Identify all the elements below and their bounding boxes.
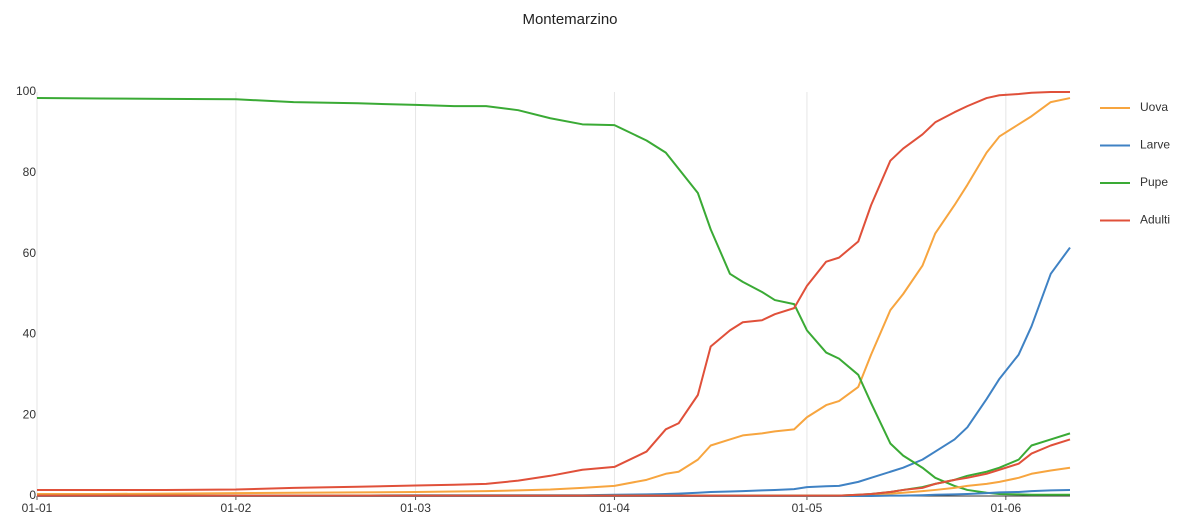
x-tick-label: 01-05 <box>792 501 823 515</box>
x-tick-label: 01-06 <box>990 501 1021 515</box>
chart-title: Montemarzino <box>522 11 617 28</box>
y-tick-label: 80 <box>23 165 37 179</box>
y-tick-label: 20 <box>23 407 37 421</box>
legend-label: Pupe <box>1140 175 1168 189</box>
series-line <box>37 97 1071 495</box>
series-line <box>37 466 1071 497</box>
legend-label: Uova <box>1140 100 1168 114</box>
series-line <box>37 432 1071 497</box>
y-tick-label: 40 <box>23 327 37 341</box>
series-line <box>37 91 1070 491</box>
x-tick-label: 01-04 <box>599 501 630 515</box>
x-tick-label: 01-03 <box>400 501 431 515</box>
y-tick-label: 0 <box>29 488 36 502</box>
x-tick-label: 01-01 <box>22 501 53 515</box>
y-tick-label: 100 <box>16 84 36 98</box>
legend-label: Adulti <box>1140 213 1170 227</box>
legend-label: Larve <box>1140 138 1170 152</box>
y-tick-label: 60 <box>23 246 37 260</box>
series-line <box>37 438 1071 497</box>
x-tick-label: 01-02 <box>221 501 252 515</box>
series-line <box>37 246 1071 497</box>
series-line <box>36 97 1070 496</box>
